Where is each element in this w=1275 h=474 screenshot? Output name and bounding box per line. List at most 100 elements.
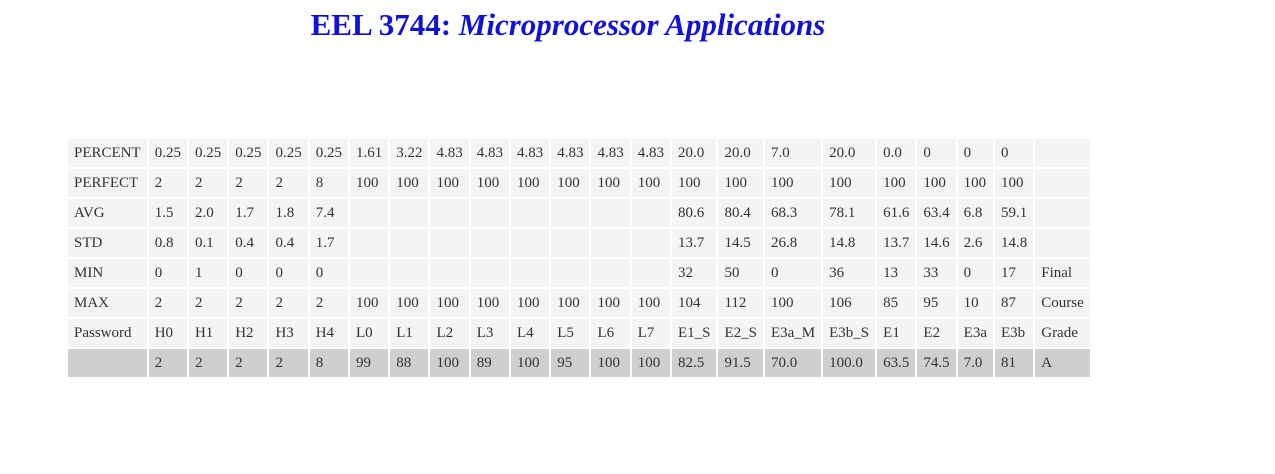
table-cell: 0.8 [148, 229, 187, 257]
table-cell: 0.1 [188, 229, 228, 257]
table-cell: 100 [631, 289, 670, 317]
table-cell: 82.5 [671, 349, 717, 377]
table-cell: 4.83 [551, 139, 590, 167]
table-cell: 100 [551, 169, 590, 197]
row-label: AVG [68, 199, 147, 227]
table-cell: 80.4 [718, 199, 763, 227]
table-cell: E3a_M [764, 319, 822, 347]
table-cell: 1.7 [309, 229, 348, 257]
table-cell [390, 199, 429, 227]
table-cell: 100 [430, 289, 469, 317]
table-cell: 2.6 [957, 229, 993, 257]
table-cell: 20.0 [671, 139, 717, 167]
grades-table: PERCENT 0.25 0.25 0.25 0.25 0.25 1.61 3.22 4.83 4… [66, 137, 1092, 379]
table-cell [430, 259, 469, 287]
table-cell: 100.0 [823, 349, 876, 377]
table-cell: 100 [718, 169, 763, 197]
table-cell: 80.6 [671, 199, 717, 227]
table-cell: 100 [551, 289, 590, 317]
stat-row-min: MIN 0 1 0 0 0 32 50 0 36 13 33 0 17 Final [68, 259, 1090, 287]
table-cell: 100 [430, 169, 469, 197]
table-cell: 100 [957, 169, 993, 197]
row-label: Password [68, 319, 147, 347]
table-cell [349, 229, 389, 257]
table-cell [390, 259, 429, 287]
table-cell: 0.0 [877, 139, 916, 167]
table-cell: 0.25 [309, 139, 348, 167]
table-cell: 100 [390, 169, 429, 197]
table-cell: 0 [994, 139, 1034, 167]
table-cell: 2 [229, 289, 268, 317]
table-cell: E3b_S [823, 319, 876, 347]
table-cell: 14.6 [917, 229, 956, 257]
table-cell: 6.8 [957, 199, 993, 227]
table-cell: 100 [349, 289, 389, 317]
table-cell: H1 [188, 319, 228, 347]
table-cell: 100 [349, 169, 389, 197]
table-cell: 2 [269, 169, 308, 197]
table-cell: L6 [591, 319, 630, 347]
table-cell: 100 [823, 169, 876, 197]
table-cell: 88 [390, 349, 429, 377]
table-cell: 7.4 [309, 199, 348, 227]
table-cell: 1 [188, 259, 228, 287]
table-cell [631, 199, 670, 227]
table-cell: L2 [430, 319, 469, 347]
table-cell: H4 [309, 319, 348, 347]
table-cell: 59.1 [994, 199, 1034, 227]
table-cell: 50 [718, 259, 763, 287]
table-cell: 17 [994, 259, 1034, 287]
table-cell: 7.0 [764, 139, 822, 167]
row-label: STD [68, 229, 147, 257]
table-cell: Final [1035, 259, 1090, 287]
table-cell [591, 259, 630, 287]
table-cell [631, 229, 670, 257]
table-cell: 100 [390, 289, 429, 317]
table-cell: Course [1035, 289, 1090, 317]
table-cell: 3.22 [390, 139, 429, 167]
table-cell: L4 [510, 319, 550, 347]
table-cell: 100 [510, 289, 550, 317]
stat-row-perfect: PERFECT 2 2 2 2 8 100 100 100 100 100 100 100 100 100 1… [68, 169, 1090, 197]
table-cell: 85 [877, 289, 916, 317]
table-cell: 95 [551, 349, 590, 377]
table-cell: 0.25 [229, 139, 268, 167]
table-cell: 1.5 [148, 199, 187, 227]
row-label: PERCENT [68, 139, 147, 167]
table-cell [470, 199, 509, 227]
table-cell: 100 [591, 349, 630, 377]
table-cell: 100 [510, 349, 550, 377]
table-cell [470, 229, 509, 257]
table-cell: 100 [470, 289, 509, 317]
table-cell: 2 [229, 169, 268, 197]
table-cell: 2.0 [188, 199, 228, 227]
table-cell: 4.83 [430, 139, 469, 167]
table-cell: 0 [309, 259, 348, 287]
table-cell: 0 [917, 139, 956, 167]
table-cell: 2 [229, 349, 268, 377]
table-cell: 7.0 [957, 349, 993, 377]
table-cell: 104 [671, 289, 717, 317]
table-cell: 36 [823, 259, 876, 287]
table-cell [349, 199, 389, 227]
table-cell: 2 [188, 169, 228, 197]
table-cell: 0.4 [229, 229, 268, 257]
table-cell: 63.4 [917, 199, 956, 227]
table-cell: 91.5 [718, 349, 763, 377]
row-label: MIN [68, 259, 147, 287]
table-cell: 100 [631, 169, 670, 197]
table-cell: 100 [470, 169, 509, 197]
table-cell: 81 [994, 349, 1034, 377]
table-cell: 100 [917, 169, 956, 197]
table-cell: E3b [994, 319, 1034, 347]
table-cell: 100 [671, 169, 717, 197]
table-cell: H0 [148, 319, 187, 347]
table-cell: 14.8 [994, 229, 1034, 257]
table-cell [510, 259, 550, 287]
table-cell: 1.8 [269, 199, 308, 227]
table-cell: Grade [1035, 319, 1090, 347]
table-cell: 13.7 [877, 229, 916, 257]
table-cell: 2 [148, 349, 187, 377]
row-label [68, 349, 147, 377]
table-cell: L3 [470, 319, 509, 347]
